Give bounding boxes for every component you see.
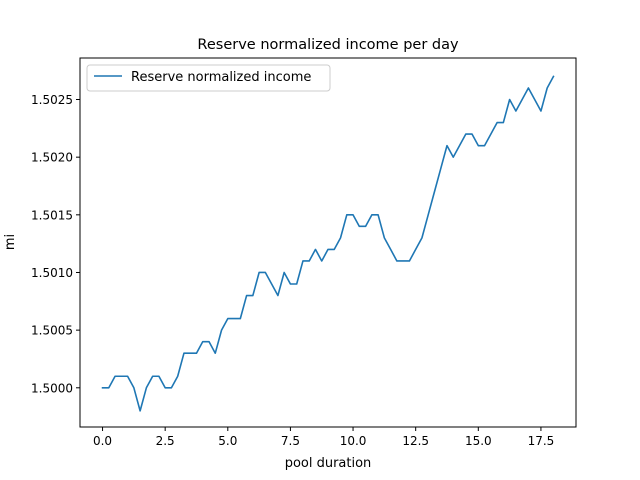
x-axis-label: pool duration bbox=[285, 456, 372, 471]
x-tick-label: 12.5 bbox=[402, 434, 429, 448]
legend: Reserve normalized income bbox=[86, 64, 331, 92]
x-axis-ticks: 0.0 2.5 5.0 7.5 10.0 12.5 15.0 17.5 bbox=[93, 427, 554, 448]
x-tick-label: 2.5 bbox=[156, 434, 175, 448]
legend-label: Reserve normalized income bbox=[131, 70, 311, 85]
plot-area bbox=[101, 75, 555, 412]
y-tick-label: 1.5025 bbox=[31, 93, 73, 107]
y-tick-label: 1.5005 bbox=[31, 324, 73, 338]
series-line-0 bbox=[101, 75, 555, 412]
y-axis-label: mi bbox=[3, 234, 18, 250]
legend-box bbox=[86, 64, 331, 92]
y-axis-ticks: 1.5000 1.5005 1.5010 1.5015 1.5020 1.5025 bbox=[31, 93, 80, 395]
x-tick-label: 15.0 bbox=[465, 434, 492, 448]
x-tick-label: 0.0 bbox=[93, 434, 112, 448]
y-tick-label: 1.5020 bbox=[31, 151, 73, 165]
chart-title: Reserve normalized income per day bbox=[197, 37, 459, 53]
x-tick-label: 17.5 bbox=[528, 434, 555, 448]
x-tick-label: 5.0 bbox=[218, 434, 237, 448]
x-tick-label: 10.0 bbox=[340, 434, 367, 448]
y-tick-label: 1.5015 bbox=[31, 208, 73, 222]
x-tick-label: 7.5 bbox=[281, 434, 300, 448]
y-tick-label: 1.5010 bbox=[31, 266, 73, 280]
axes-frame bbox=[79, 57, 577, 428]
y-tick-label: 1.5000 bbox=[31, 381, 73, 395]
